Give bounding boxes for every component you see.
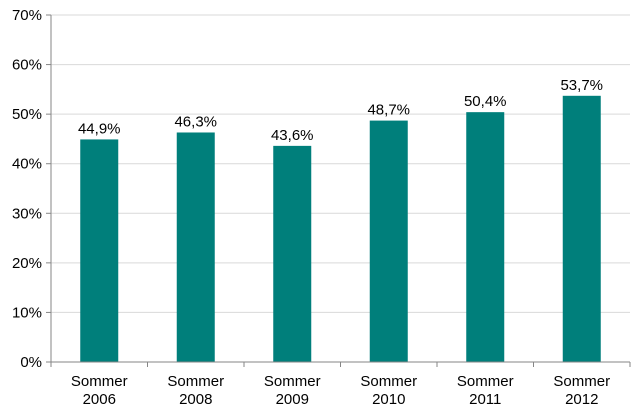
category-label: 2008 (179, 391, 212, 408)
category-label: 2011 (469, 391, 501, 408)
category-label: 2009 (276, 391, 309, 408)
data-label: 53,7% (560, 77, 603, 94)
bar (466, 112, 505, 362)
category-label: 2006 (83, 391, 116, 408)
gridlines (51, 14, 630, 313)
data-labels: 44,9% 46,3% 43,6% 48,7% 50,4% 53,7% (78, 77, 603, 144)
category-label: Sommer (167, 373, 224, 390)
category-label: Sommer (553, 373, 610, 390)
data-label: 43,6% (271, 127, 314, 144)
bar (273, 145, 312, 362)
category-label: 2010 (372, 391, 405, 408)
y-tick-label: 10% (12, 304, 42, 321)
y-tick-label: 30% (12, 205, 42, 222)
data-label: 48,7% (367, 102, 410, 119)
category-label: Sommer (264, 373, 321, 390)
y-tick-label: 20% (12, 255, 42, 272)
bar (176, 132, 215, 362)
category-label: Sommer (71, 373, 128, 390)
category-label: 2012 (565, 391, 598, 408)
y-tick-label: 40% (12, 156, 42, 173)
bar (562, 95, 601, 363)
data-label: 50,4% (464, 93, 507, 110)
category-label: Sommer (360, 373, 417, 390)
bars (80, 95, 601, 363)
y-tick-label: 60% (12, 57, 42, 74)
y-tick-label: 0% (20, 354, 42, 371)
bar (80, 139, 119, 362)
y-tick-label: 50% (12, 106, 42, 123)
x-axis-category-labels: Sommer2006Sommer2008Sommer2009Sommer2010… (50, 362, 631, 408)
data-label: 44,9% (78, 120, 121, 137)
category-label: Sommer (457, 373, 514, 390)
y-tick-label: 70% (12, 7, 42, 24)
bar (369, 120, 408, 362)
y-axis-tick-labels: 0% 10% 20% 30% 40% 50% 60% 70% (12, 7, 51, 371)
data-label: 46,3% (174, 113, 217, 130)
